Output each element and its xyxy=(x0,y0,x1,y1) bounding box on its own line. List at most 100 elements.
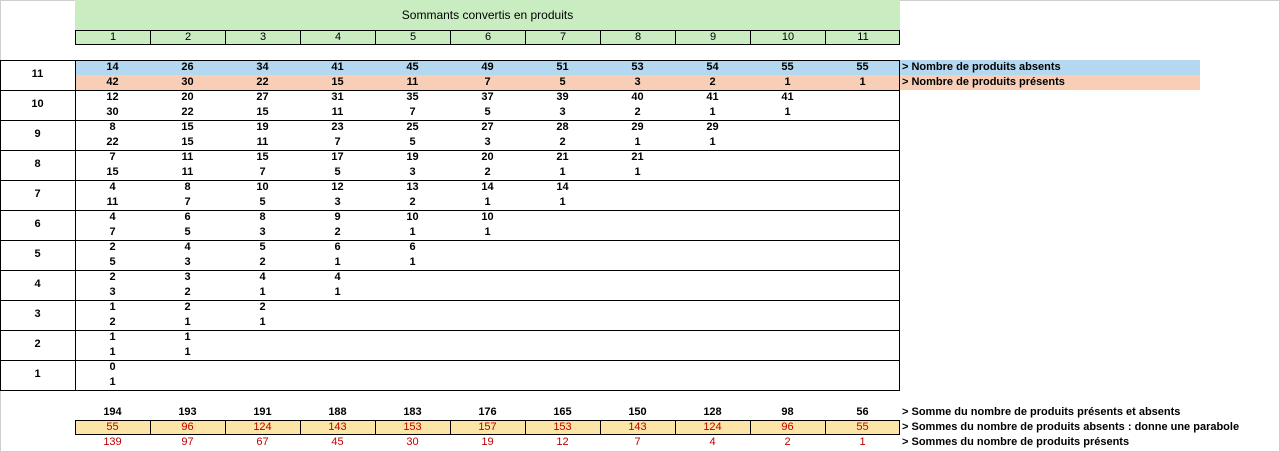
absent-value: 10 xyxy=(406,211,419,223)
sum-present-value: 97 xyxy=(181,436,194,448)
absent-value: 45 xyxy=(406,61,419,73)
sum-cell-border xyxy=(225,420,226,435)
present-value: 1 xyxy=(709,106,716,118)
absent-value: 1 xyxy=(184,331,191,343)
column-header-5: 5 xyxy=(375,31,450,44)
sum-total-value: 193 xyxy=(178,406,197,418)
absent-value: 54 xyxy=(706,61,719,73)
sum-present-value: 12 xyxy=(556,436,569,448)
absent-value: 41 xyxy=(331,61,344,73)
row-border xyxy=(0,330,900,331)
present-value: 3 xyxy=(634,76,641,88)
present-value: 15 xyxy=(331,76,344,88)
sum-cell-border xyxy=(150,420,151,435)
absent-value: 37 xyxy=(481,91,494,103)
sum-cell-border xyxy=(750,420,751,435)
row-label: 8 xyxy=(34,158,41,170)
absent-value: 55 xyxy=(781,61,794,73)
absent-value: 27 xyxy=(256,91,269,103)
absent-value: 40 xyxy=(631,91,644,103)
present-value: 1 xyxy=(409,226,416,238)
column-header-11: 11 xyxy=(825,31,900,44)
sum-absent-value: 153 xyxy=(553,421,572,433)
present-value: 7 xyxy=(109,226,116,238)
sum-absent-value: 55 xyxy=(856,421,869,433)
absent-value: 53 xyxy=(631,61,644,73)
absent-value: 25 xyxy=(406,121,419,133)
absent-value: 55 xyxy=(856,61,869,73)
present-value: 1 xyxy=(859,76,866,88)
absent-value: 41 xyxy=(706,91,719,103)
absent-value: 9 xyxy=(334,211,341,223)
absent-value: 8 xyxy=(259,211,266,223)
row-border xyxy=(0,60,900,61)
present-value: 3 xyxy=(334,196,341,208)
column-header-row: 1 2 3 4 5 6 7 8 9 10 11 xyxy=(75,30,900,45)
row-border xyxy=(0,390,900,391)
present-value: 1 xyxy=(184,346,191,358)
present-value: 22 xyxy=(106,136,119,148)
present-value: 2 xyxy=(259,256,266,268)
present-value: 2 xyxy=(184,286,191,298)
present-value: 1 xyxy=(784,76,791,88)
present-value: 1 xyxy=(634,166,641,178)
absent-value: 49 xyxy=(481,61,494,73)
present-value: 1 xyxy=(484,226,491,238)
absent-value: 12 xyxy=(106,91,119,103)
present-value: 30 xyxy=(181,76,194,88)
present-band xyxy=(75,75,1200,90)
sum-absent-value: 124 xyxy=(703,421,722,433)
present-value: 11 xyxy=(106,196,119,208)
absent-value: 8 xyxy=(109,121,116,133)
present-value: 1 xyxy=(634,136,641,148)
present-value: 3 xyxy=(259,226,266,238)
sum-cell-border xyxy=(375,420,376,435)
absent-value: 2 xyxy=(109,241,116,253)
present-value: 2 xyxy=(709,76,716,88)
present-value: 2 xyxy=(559,136,566,148)
present-value: 42 xyxy=(106,76,119,88)
present-value: 1 xyxy=(184,316,191,328)
present-value: 2 xyxy=(634,106,641,118)
absent-value: 14 xyxy=(556,181,569,193)
sum-present-value: 4 xyxy=(709,436,716,448)
absent-value: 28 xyxy=(556,121,569,133)
legend-sum-absent: > Sommes du nombre de produits absents :… xyxy=(902,421,1240,433)
absent-value: 4 xyxy=(184,241,191,253)
present-value: 5 xyxy=(559,76,566,88)
sum-absent-value: 143 xyxy=(328,421,347,433)
absent-value: 29 xyxy=(706,121,719,133)
sum-absent-value: 96 xyxy=(181,421,194,433)
present-value: 1 xyxy=(559,166,566,178)
row-label: 2 xyxy=(34,338,41,350)
absent-value: 4 xyxy=(259,271,266,283)
absent-value: 17 xyxy=(331,151,344,163)
column-header-6: 6 xyxy=(450,31,525,44)
absent-value: 4 xyxy=(334,271,341,283)
absent-value: 2 xyxy=(184,301,191,313)
absent-value: 5 xyxy=(259,241,266,253)
present-value: 2 xyxy=(484,166,491,178)
absent-value: 10 xyxy=(256,181,269,193)
absent-value: 21 xyxy=(631,151,644,163)
row-border xyxy=(0,270,900,271)
row-border xyxy=(0,240,900,241)
present-value: 7 xyxy=(409,106,416,118)
sum-cell-border xyxy=(600,420,601,435)
absent-value: 2 xyxy=(259,301,266,313)
row-label: 5 xyxy=(34,248,41,260)
present-value: 1 xyxy=(334,256,341,268)
sum-cell-border xyxy=(825,420,826,435)
present-value: 5 xyxy=(334,166,341,178)
present-value: 7 xyxy=(484,76,491,88)
present-value: 3 xyxy=(409,166,416,178)
legend-sum-present: > Sommes du nombre de produits présents xyxy=(902,436,1130,448)
row-border xyxy=(0,180,900,181)
header-right-border xyxy=(899,30,900,45)
absent-value: 14 xyxy=(106,61,119,73)
absent-value: 6 xyxy=(409,241,416,253)
absent-value: 21 xyxy=(556,151,569,163)
present-value: 7 xyxy=(334,136,341,148)
sum-absent-value: 55 xyxy=(106,421,119,433)
present-value: 5 xyxy=(409,136,416,148)
